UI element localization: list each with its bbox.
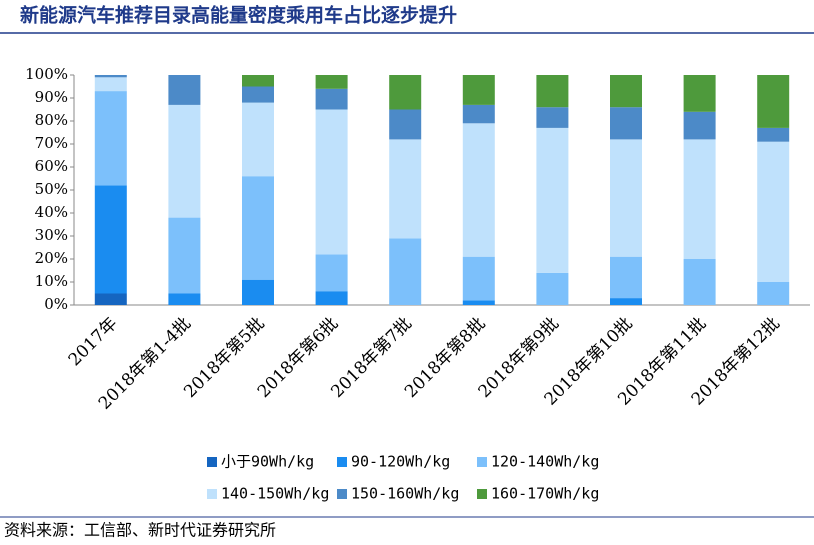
bar-segment xyxy=(536,127,569,273)
bar-segment xyxy=(683,259,716,305)
bar-segment xyxy=(242,102,274,177)
bar-segment xyxy=(94,91,127,186)
bar-segment xyxy=(462,104,495,124)
y-tick-label: 80% xyxy=(35,111,68,129)
bar-segment xyxy=(610,107,642,140)
bar-segment xyxy=(536,75,569,108)
bar-segment xyxy=(168,293,201,305)
x-tick-label: 2017年 xyxy=(65,314,122,371)
legend-swatch xyxy=(207,457,217,467)
bar-segment xyxy=(683,75,716,112)
y-tick-label: 20% xyxy=(35,249,68,267)
bar-segment xyxy=(242,75,274,87)
bar-segment xyxy=(389,109,422,140)
bar-segment xyxy=(315,88,348,110)
source-note: 资料来源：工信部、新时代证券研究所 xyxy=(4,521,276,540)
legend-swatch xyxy=(337,489,347,499)
legend-swatch xyxy=(337,457,347,467)
bar-segment xyxy=(168,217,201,294)
legend-swatch xyxy=(477,489,487,499)
y-tick-label: 50% xyxy=(35,180,68,198)
legend-swatch xyxy=(207,489,217,499)
bar-segment xyxy=(462,75,495,105)
bar-segment xyxy=(168,75,201,105)
y-tick-label: 100% xyxy=(25,65,68,83)
y-tick-label: 0% xyxy=(44,295,68,313)
legend-label: 160-170Wh/kg xyxy=(491,485,599,503)
bar-segment xyxy=(610,139,642,257)
bar-segment xyxy=(757,127,790,142)
legend-swatch xyxy=(477,457,487,467)
legend-label: 小于90Wh/kg xyxy=(221,453,314,471)
bar-segment xyxy=(94,75,127,78)
bar-segment xyxy=(315,291,348,305)
bar-segment xyxy=(94,77,127,92)
y-tick-label: 40% xyxy=(35,203,68,221)
chart-title: 新能源汽车推荐目录高能量密度乘用车占比逐步提升 xyxy=(20,4,457,27)
bar-segment xyxy=(536,272,569,305)
legend-label: 120-140Wh/kg xyxy=(491,453,599,471)
bar-segment xyxy=(389,238,422,305)
y-tick-label: 70% xyxy=(35,134,68,152)
bar-segment xyxy=(462,123,495,257)
bar-segment xyxy=(610,75,642,108)
bar-segment xyxy=(757,141,790,282)
legend-label: 90-120Wh/kg xyxy=(351,453,450,471)
bar-segment xyxy=(536,107,569,128)
bar-segment xyxy=(462,256,495,301)
bar-segment xyxy=(242,176,274,280)
bar-segment xyxy=(168,104,201,218)
y-tick-label: 60% xyxy=(35,157,68,175)
bar-segment xyxy=(242,279,274,305)
bar-segment xyxy=(242,86,274,103)
bar-segment xyxy=(683,111,716,140)
bar-segment xyxy=(94,293,127,305)
y-tick-label: 10% xyxy=(35,272,68,290)
bar-segment xyxy=(315,254,348,292)
bar-segment xyxy=(94,185,127,294)
bar-segment xyxy=(757,75,790,128)
bar-segment xyxy=(389,139,422,239)
y-tick-label: 90% xyxy=(35,88,68,106)
legend-label: 140-150Wh/kg xyxy=(221,485,329,503)
bar-segment xyxy=(389,75,422,110)
bar-segment xyxy=(757,282,790,305)
bar-segment xyxy=(610,298,642,305)
bar-segment xyxy=(610,256,642,299)
legend-label: 150-160Wh/kg xyxy=(351,485,459,503)
bar-segment xyxy=(462,300,495,305)
bar-segment xyxy=(315,109,348,255)
bar-segment xyxy=(683,139,716,259)
bar-segment xyxy=(315,75,348,89)
y-tick-label: 30% xyxy=(35,226,68,244)
